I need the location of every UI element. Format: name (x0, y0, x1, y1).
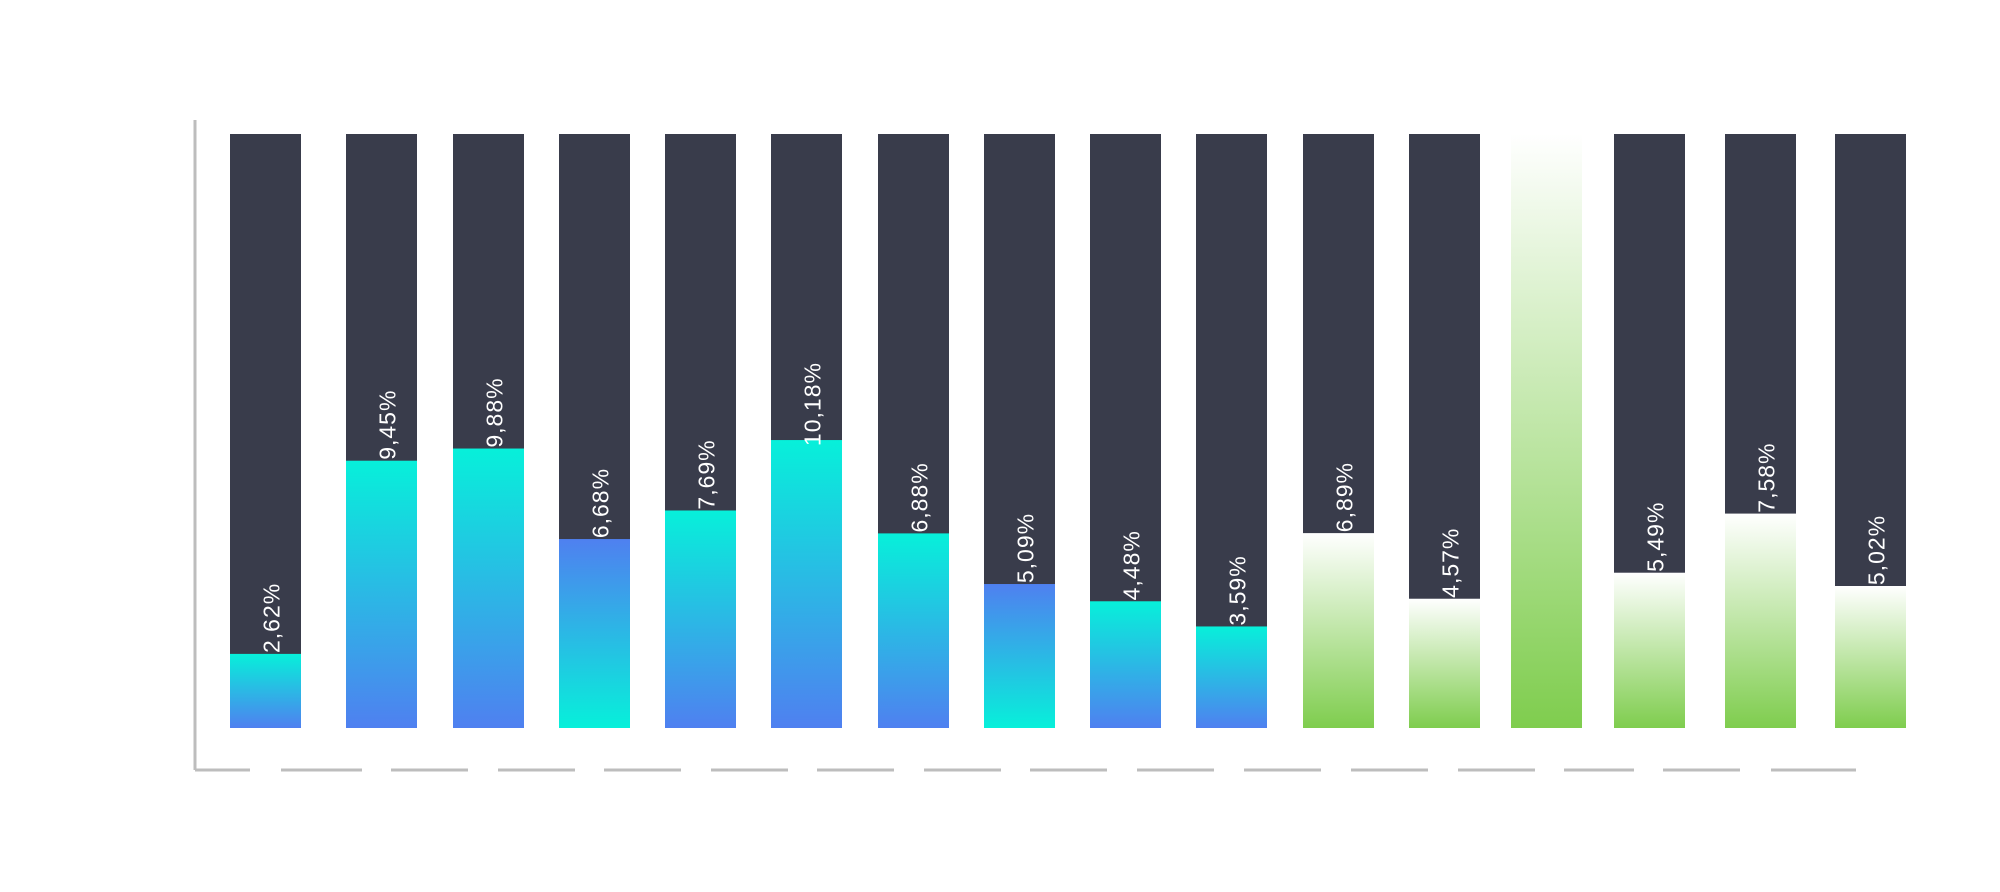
bar-value (346, 460, 417, 728)
bar-data-label: 3,59% (1225, 555, 1251, 625)
bar-data-label: 5,02% (1864, 515, 1890, 585)
bar-data-label: 6,89% (1332, 462, 1358, 532)
bar-data-label: 5,09% (1013, 513, 1039, 583)
bar-value (1303, 533, 1374, 728)
bar-remainder (230, 134, 301, 728)
bar-data-label: 6,68% (588, 468, 614, 538)
bar-value (559, 539, 630, 728)
bar-value (1090, 601, 1161, 728)
bar-value (665, 510, 736, 728)
bar-value (1511, 134, 1582, 728)
bar-data-label: 9,88% (482, 377, 508, 447)
bar-value (453, 448, 524, 728)
bar-data-label: 6,88% (907, 462, 933, 532)
bar-data-label: 4,57% (1438, 528, 1464, 598)
bar-value (771, 440, 842, 728)
bar-value (230, 653, 301, 728)
bar-value (1725, 513, 1796, 728)
bar-value (1614, 572, 1685, 728)
bar-value (878, 533, 949, 728)
bar-data-label: 7,69% (694, 439, 720, 509)
bar-data-label: 9,45% (375, 390, 401, 460)
bar-value (984, 584, 1055, 728)
bar-data-label: 4,48% (1119, 530, 1145, 600)
bar-value (1409, 598, 1480, 728)
bar-data-label: 7,58% (1754, 442, 1780, 512)
bar-value (1196, 626, 1267, 728)
bar-data-label: 5,49% (1643, 502, 1669, 572)
bar-value (1835, 586, 1906, 728)
bar-data-label: 10,18% (800, 362, 826, 446)
bar-data-label: 2,62% (259, 583, 285, 653)
